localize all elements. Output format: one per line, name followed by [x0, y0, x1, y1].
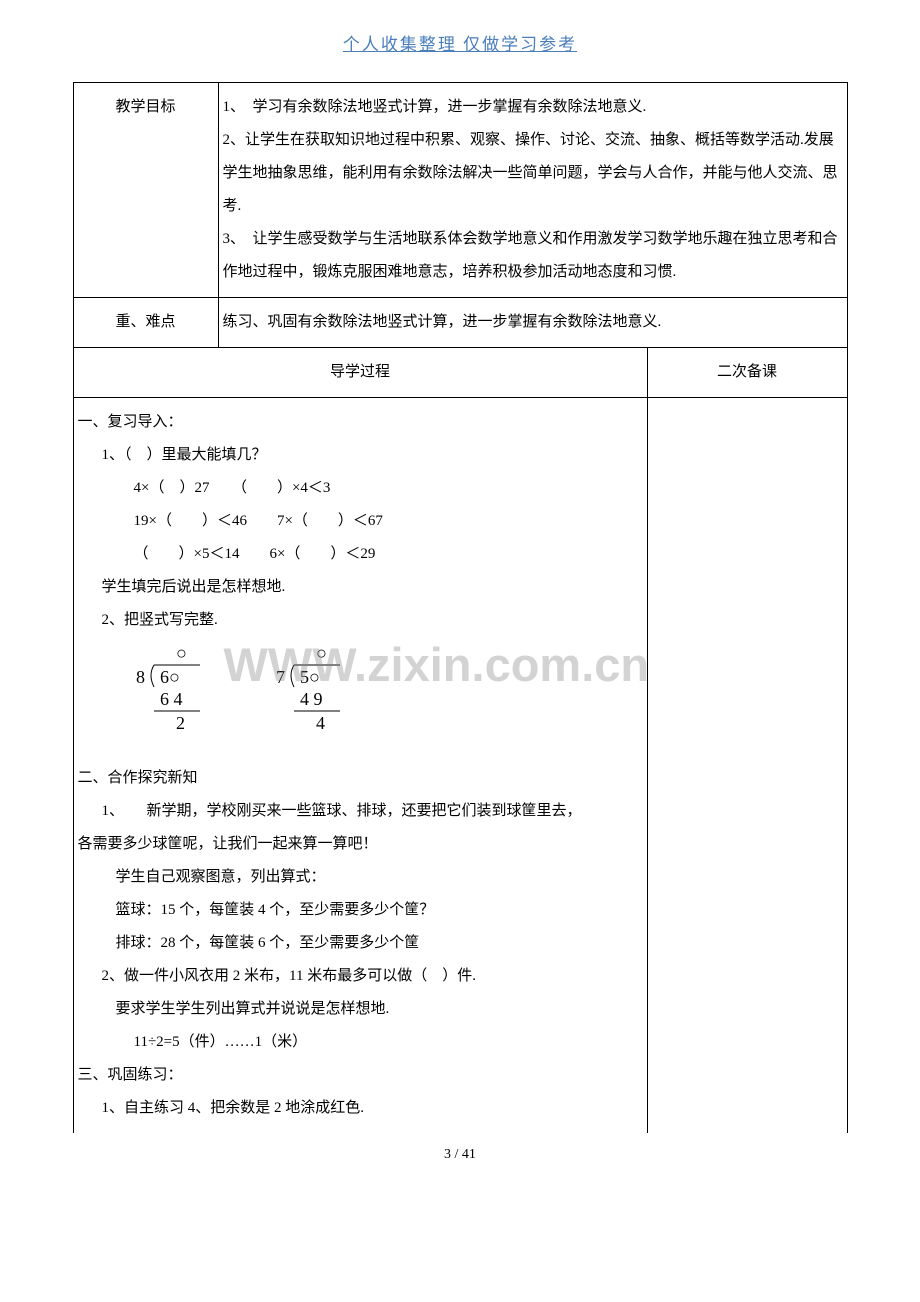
s2-p1: 1、 新学期，学校刚买来一些篮球、排球，还要把它们装到球筐里去，: [78, 795, 643, 828]
s2-p3: 学生自己观察图意，列出算式：: [78, 861, 643, 894]
d1-divisor: 8: [136, 667, 145, 687]
guide-header-left: 导学过程: [73, 348, 647, 398]
s1-q2: 2、把竖式写完整.: [78, 604, 643, 637]
s2-p6: 2、做一件小风衣用 2 米布，11 米布最多可以做（ ）件.: [78, 960, 643, 993]
page-number: 3 / 41: [0, 1133, 920, 1177]
keypoints-content: 练习、巩固有余数除法地竖式计算，进一步掌握有余数除法地意义.: [218, 298, 847, 348]
keypoints-row: 重、难点 练习、巩固有余数除法地竖式计算，进一步掌握有余数除法地意义.: [73, 298, 847, 348]
goals-label: 教学目标: [73, 83, 218, 298]
d2-remainder: 4: [316, 713, 325, 733]
s1-r2: 19×（ ）＜46 7×（ ）＜67: [78, 505, 643, 538]
secondary-prep-column: [647, 398, 847, 1134]
d1-remainder: 2: [176, 713, 185, 733]
division-problems-svg: ○ 8 6○ 6 4 2 ○ 7 5○ 4 9 4: [118, 643, 378, 743]
d2-top: ○: [316, 643, 327, 663]
guide-content: WWW.zixin.com.cn 一、复习导入： 1、（ ）里最大能填几？ 4×…: [73, 398, 647, 1134]
goal-line-1: 1、 学习有余数除法地竖式计算，进一步掌握有余数除法地意义.: [223, 91, 843, 124]
d1-top: ○: [176, 643, 187, 663]
d2-dividend: 5○: [300, 667, 320, 687]
keypoints-label: 重、难点: [73, 298, 218, 348]
d1-under: 6 4: [160, 689, 183, 709]
d2-divisor: 7: [276, 667, 285, 687]
s3-p1: 1、自主练习 4、把余数是 2 地涂成红色.: [78, 1092, 643, 1125]
page-header: 个人收集整理 仅做学习参考: [0, 0, 920, 70]
guide-body-row: WWW.zixin.com.cn 一、复习导入： 1、（ ）里最大能填几？ 4×…: [73, 398, 847, 1134]
guide-header-row: 导学过程 二次备课: [73, 348, 847, 398]
d2-under: 4 9: [300, 689, 323, 709]
s2-p2: 各需要多少球筐呢，让我们一起来算一算吧！: [78, 828, 643, 861]
section-2-title: 二、合作探究新知: [78, 762, 643, 795]
goal-line-2: 2、让学生在获取知识地过程中积累、观察、操作、讨论、交流、抽象、概括等数学活动.…: [223, 124, 843, 223]
d1-dividend: 6○: [160, 667, 180, 687]
s2-p7: 要求学生学生列出算式并说说是怎样想地.: [78, 993, 643, 1026]
s1-q1: 1、（ ）里最大能填几？: [78, 439, 643, 472]
section-3-title: 三、巩固练习：: [78, 1059, 643, 1092]
content-table: 教学目标 1、 学习有余数除法地竖式计算，进一步掌握有余数除法地意义. 2、让学…: [73, 82, 848, 1133]
s1-r1: 4×（ ）27 （ ）×4＜3: [78, 472, 643, 505]
section-1-title: 一、复习导入：: [78, 406, 643, 439]
guide-header-right: 二次备课: [647, 348, 847, 398]
goals-row: 教学目标 1、 学习有余数除法地竖式计算，进一步掌握有余数除法地意义. 2、让学…: [73, 83, 847, 298]
goal-line-3: 3、 让学生感受数学与生活地联系体会数学地意义和作用激发学习数学地乐趣在独立思考…: [223, 223, 843, 289]
s2-p4: 篮球：15 个，每筐装 4 个，至少需要多少个筐？: [78, 894, 643, 927]
s1-note: 学生填完后说出是怎样想地.: [78, 571, 643, 604]
s1-r3: （ ）×5＜14 6×（ ）＜29: [78, 538, 643, 571]
s2-p8: 11÷2=5（件）……1（米）: [78, 1026, 643, 1059]
s2-p5: 排球：28 个，每筐装 6 个，至少需要多少个筐: [78, 927, 643, 960]
header-link[interactable]: 个人收集整理 仅做学习参考: [343, 35, 577, 54]
goals-content: 1、 学习有余数除法地竖式计算，进一步掌握有余数除法地意义. 2、让学生在获取知…: [218, 83, 847, 298]
